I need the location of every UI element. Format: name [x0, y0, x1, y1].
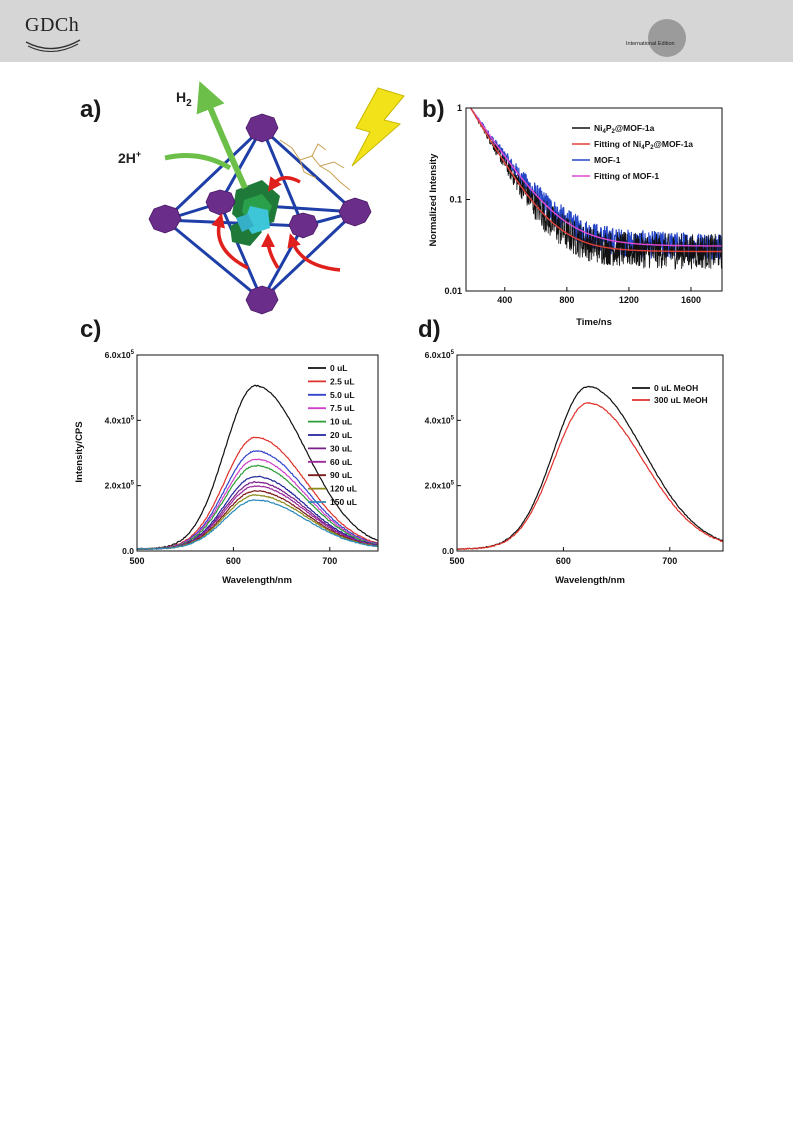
panel-d-xlabel: Wavelength/nm — [555, 575, 625, 586]
y-tick-label: 0.01 — [444, 286, 462, 296]
y-tick-label: 2.0x105 — [105, 481, 135, 491]
panel-b-axes: 400 800 1200 1600 1 0.1 0.01 — [444, 103, 701, 305]
legend-label: 5.0 uL — [330, 390, 355, 400]
legend-label: 2.5 uL — [330, 376, 355, 386]
x-tick-label: 1200 — [619, 295, 639, 305]
photosensitizer-ligand — [279, 139, 351, 191]
panel-a-structure-illustration: a) — [80, 81, 405, 315]
panel-c-plot-area — [137, 384, 378, 551]
legend-label: 0 uL MeOH — [654, 383, 698, 393]
gdch-logo-text: GDCh — [25, 14, 80, 36]
light-bolt-icon — [351, 87, 405, 167]
h2-label: H2 — [176, 89, 192, 109]
legend-label: Ni4P2@MOF-1a — [594, 123, 655, 135]
panel-b-plot-area — [470, 108, 722, 271]
panel-b-legend: Ni4P2@MOF-1a Fitting of Ni4P2@MOF-1a MOF-1… — [572, 123, 693, 181]
x-tick-label: 400 — [497, 295, 512, 305]
y-tick-label: 1 — [457, 103, 462, 113]
panel-d-legend: 0 uL MeOH 300 uL MeOH — [632, 383, 708, 405]
y-tick-label: 6.0x105 — [425, 350, 455, 360]
panel-b-letter: b) — [422, 96, 445, 123]
panel-c-letter: c) — [80, 316, 101, 343]
legend-label: Fitting of Ni4P2@MOF-1a — [594, 139, 693, 151]
legend-label: 7.5 uL — [330, 403, 355, 413]
panel-b-ylabel: Normalized Intensity — [428, 153, 439, 247]
panel-c-frame — [136, 354, 379, 552]
panel-c-legend: 0 uL 2.5 uL 5.0 uL 7.5 uL 10 uL 20 uL 30 uL 60 … — [308, 363, 357, 507]
proton-arrow-tail — [164, 153, 232, 171]
panel-d-axes: 500 600 700 0.0 2.0x105 4.0x105 6.0x105 — [425, 350, 678, 566]
panel-c-xlabel: Wavelength/nm — [222, 575, 292, 586]
x-tick-label: 600 — [226, 556, 241, 566]
x-tick-label: 600 — [556, 556, 571, 566]
panel-c-ylabel: Intensity/CPS — [74, 421, 85, 482]
series-line — [137, 499, 378, 550]
encapsulated-cluster — [230, 180, 280, 246]
fit-line — [470, 108, 722, 247]
legend-label: Fitting of MOF-1 — [594, 171, 659, 181]
edition-badge-circle — [648, 19, 686, 57]
y-tick-label: 0.0 — [122, 546, 134, 556]
h2-evolution-arrow — [196, 81, 248, 190]
panel-d-emission-chart: d) 500 600 700 0.0 2.0x105 4.0x105 6.0x105 0 u… — [418, 316, 724, 586]
x-tick-label: 700 — [322, 556, 337, 566]
series-line — [137, 436, 378, 551]
panel-b-xlabel: Time/ns — [576, 317, 612, 328]
x-tick-label: 500 — [449, 556, 464, 566]
y-tick-label: 0.0 — [442, 546, 454, 556]
x-tick-label: 500 — [129, 556, 144, 566]
series-line — [137, 384, 378, 550]
page-header: GDCh International Edition — [0, 0, 793, 62]
y-tick-label: 6.0x105 — [105, 350, 135, 360]
legend-label: 60 uL — [330, 457, 352, 467]
panel-c-emission-chart: c) 500 600 700 0.0 2.0x105 4.0x105 6.0x105 0 u… — [74, 316, 379, 586]
y-tick-label: 4.0x105 — [425, 415, 455, 425]
legend-label: 90 uL — [330, 470, 352, 480]
gdch-logo — [25, 39, 81, 52]
y-tick-label: 4.0x105 — [105, 415, 135, 425]
y-tick-label: 0.1 — [449, 195, 462, 205]
legend-label: 120 uL — [330, 484, 357, 494]
panel-d-letter: d) — [418, 316, 441, 343]
series-line — [457, 385, 723, 551]
legend-label: 30 uL — [330, 443, 352, 453]
fit-line — [470, 108, 722, 253]
series-line — [457, 401, 723, 550]
legend-label: 10 uL — [330, 417, 352, 427]
metal-nodes — [148, 113, 372, 315]
x-tick-label: 700 — [662, 556, 677, 566]
x-tick-label: 1600 — [681, 295, 701, 305]
proton-label: 2H+ — [118, 149, 141, 166]
x-tick-label: 800 — [559, 295, 574, 305]
panel-b-decay-chart: b) 400 800 1200 1600 1 0.1 0.01 Ni4P2@MOF-1a Fi… — [422, 96, 723, 328]
electron-transfer-arrows — [211, 176, 341, 272]
panel-d-frame — [456, 354, 724, 552]
y-tick-label: 2.0x105 — [425, 481, 455, 491]
legend-label: 300 uL MeOH — [654, 395, 708, 405]
legend-label: 150 uL — [330, 497, 357, 507]
legend-label: 0 uL — [330, 363, 347, 373]
edition-badge-text: International Edition — [626, 41, 675, 47]
legend-label: MOF-1 — [594, 155, 621, 165]
panel-b-frame — [465, 107, 723, 292]
legend-label: 20 uL — [330, 430, 352, 440]
panel-d-plot-area — [457, 385, 723, 551]
panel-c-axes: 500 600 700 0.0 2.0x105 4.0x105 6.0x105 — [105, 350, 338, 566]
panel-a-letter: a) — [80, 96, 101, 123]
